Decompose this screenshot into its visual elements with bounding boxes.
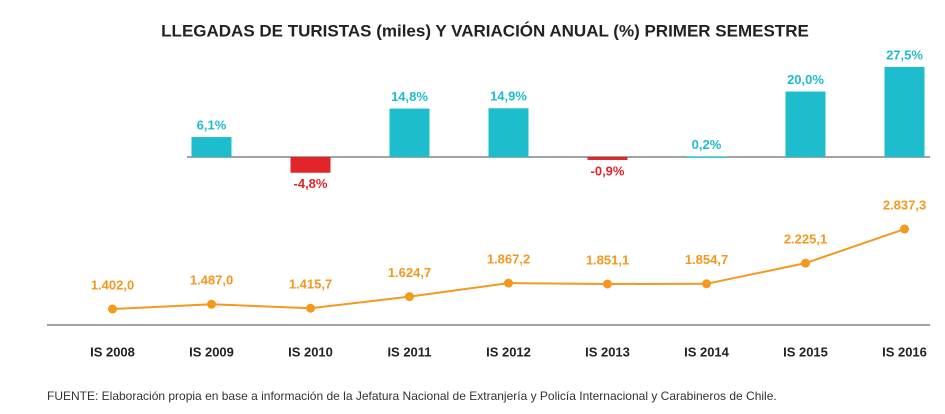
bar [884,66,925,158]
line-point [603,279,612,289]
x-tick-label: IS 2009 [189,344,234,359]
bar-value-label: 14,9% [490,89,527,104]
bar-value-label: 6,1% [197,117,227,132]
line-value-label: 1.402,0 [91,277,134,292]
line-value-label: 1.415,7 [289,277,332,292]
source-note: FUENTE: Elaboración propia en base a inf… [47,389,777,403]
bar [686,156,727,158]
line-point [405,292,414,302]
x-tick-label: IS 2012 [486,344,531,359]
bar [785,91,826,158]
bar [191,137,232,158]
line-value-label: 1.487,0 [190,273,233,288]
bar-value-label: 20,0% [787,72,824,87]
x-tick-label: IS 2008 [90,344,135,359]
line-point [702,279,711,289]
line-value-label: 2.837,3 [883,197,926,212]
bar [389,108,430,158]
bar-value-label: -4,8% [294,176,328,191]
bar [488,108,529,158]
x-tick-label: IS 2011 [387,344,431,359]
bar [587,157,628,160]
line-point [108,304,117,314]
bar-value-label: -0,9% [591,163,625,178]
x-tick-label: IS 2010 [288,344,333,359]
line-point [900,224,909,234]
x-tick-label: IS 2016 [882,344,927,359]
bar-value-label: 0,2% [692,137,722,152]
x-tick-label: IS 2013 [585,344,630,359]
bar-value-label: 27,5% [886,47,923,62]
line-point [504,278,513,288]
x-tick-label: IS 2015 [783,344,828,359]
line-value-label: 1.854,7 [685,252,728,267]
line-point [207,299,216,309]
chart-title: LLEGADAS DE TURISTAS (miles) Y VARIACIÓN… [161,21,809,40]
line-value-label: 1.624,7 [388,265,431,280]
bar [290,157,331,173]
line-point [801,258,810,268]
x-tick-label: IS 2014 [684,344,730,359]
line-value-label: 2.225,1 [784,232,827,247]
bar-value-label: 14,8% [391,89,428,104]
line-point [306,303,315,313]
line-value-label: 1.867,2 [487,252,530,267]
line-value-label: 1.851,1 [586,252,629,267]
